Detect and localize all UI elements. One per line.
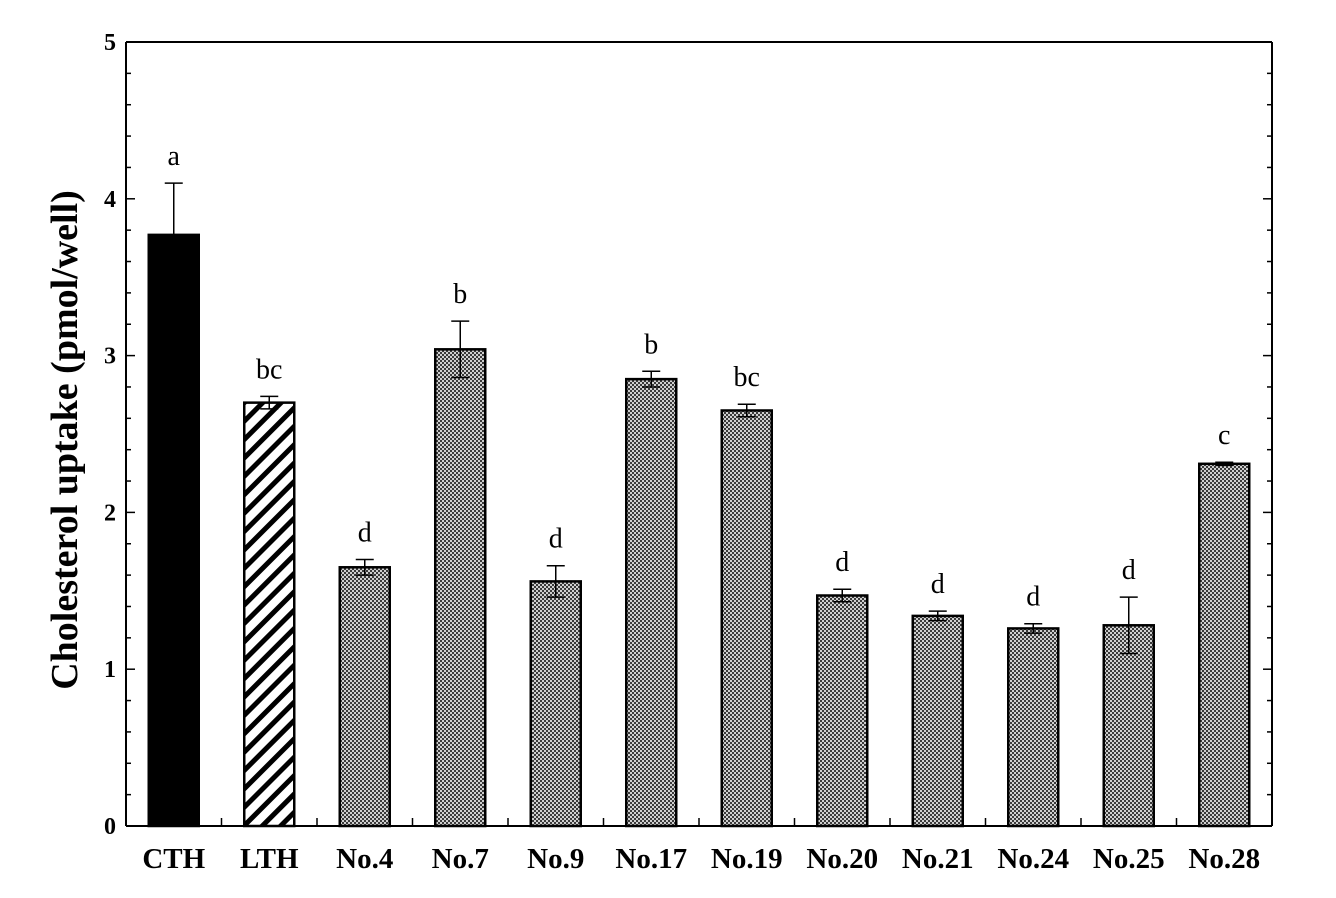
y-tick-label: 0 — [104, 814, 116, 840]
y-tick-label: 5 — [104, 30, 116, 56]
bar-No.7 — [434, 348, 487, 828]
y-tick-label: 3 — [104, 344, 116, 370]
x-tick-label-No.9: No.9 — [527, 843, 584, 875]
plot-frame — [125, 41, 1273, 827]
significance-label-No.24: d — [1026, 582, 1040, 613]
x-tick-label-CTH: CTH — [142, 843, 205, 875]
bar-LTH — [243, 401, 296, 828]
bar-No.4 — [338, 566, 391, 828]
bars-group: a bc d b d b bc d d d d c — [147, 141, 1251, 828]
x-tick-label-No.20: No.20 — [806, 843, 878, 875]
y-axis: 0 1 2 3 4 5 — [104, 30, 1272, 840]
y-tick-label: 2 — [104, 500, 116, 526]
significance-label-No.20: d — [835, 547, 849, 578]
x-tick-label-No.28: No.28 — [1188, 843, 1260, 875]
bar-No.25 — [1102, 624, 1155, 828]
significance-label-No.17: b — [644, 329, 658, 360]
significance-label-CTH: a — [168, 141, 181, 172]
x-tick-label-LTH: LTH — [240, 843, 299, 875]
bar-No.28 — [1198, 462, 1251, 828]
significance-label-No.7: b — [453, 279, 467, 310]
x-tick-label-No.25: No.25 — [1093, 843, 1165, 875]
x-tick-label-No.24: No.24 — [997, 843, 1069, 875]
bar-CTH — [147, 233, 200, 828]
x-tick-label-No.7: No.7 — [432, 843, 489, 875]
significance-label-LTH: bc — [256, 354, 282, 385]
y-tick-label: 1 — [104, 657, 116, 683]
significance-label-No.19: bc — [734, 362, 760, 393]
bar-No.24 — [1007, 627, 1060, 828]
x-tick-label-No.4: No.4 — [336, 843, 393, 875]
significance-label-No.28: c — [1218, 420, 1230, 451]
significance-label-No.21: d — [931, 569, 945, 600]
significance-label-No.9: d — [549, 524, 563, 555]
bar-No.17 — [625, 377, 678, 828]
significance-label-No.25: d — [1122, 555, 1136, 586]
x-tick-label-No.19: No.19 — [711, 843, 783, 875]
x-axis: CTH LTH No.4 No.7 No.9 No.17 No.19 No.20 No.21 No… — [125, 818, 1273, 875]
y-axis-title: Cholesterol uptake (pmol/well) — [44, 190, 86, 690]
x-tick-label-No.17: No.17 — [615, 843, 687, 875]
bar-No.19 — [720, 409, 773, 828]
significance-label-No.4: d — [358, 517, 372, 548]
bar-No.9 — [529, 580, 582, 828]
x-tick-label-No.21: No.21 — [902, 843, 974, 875]
bar-No.21 — [911, 614, 964, 828]
bar-No.20 — [816, 594, 869, 828]
y-tick-label: 4 — [104, 187, 116, 213]
